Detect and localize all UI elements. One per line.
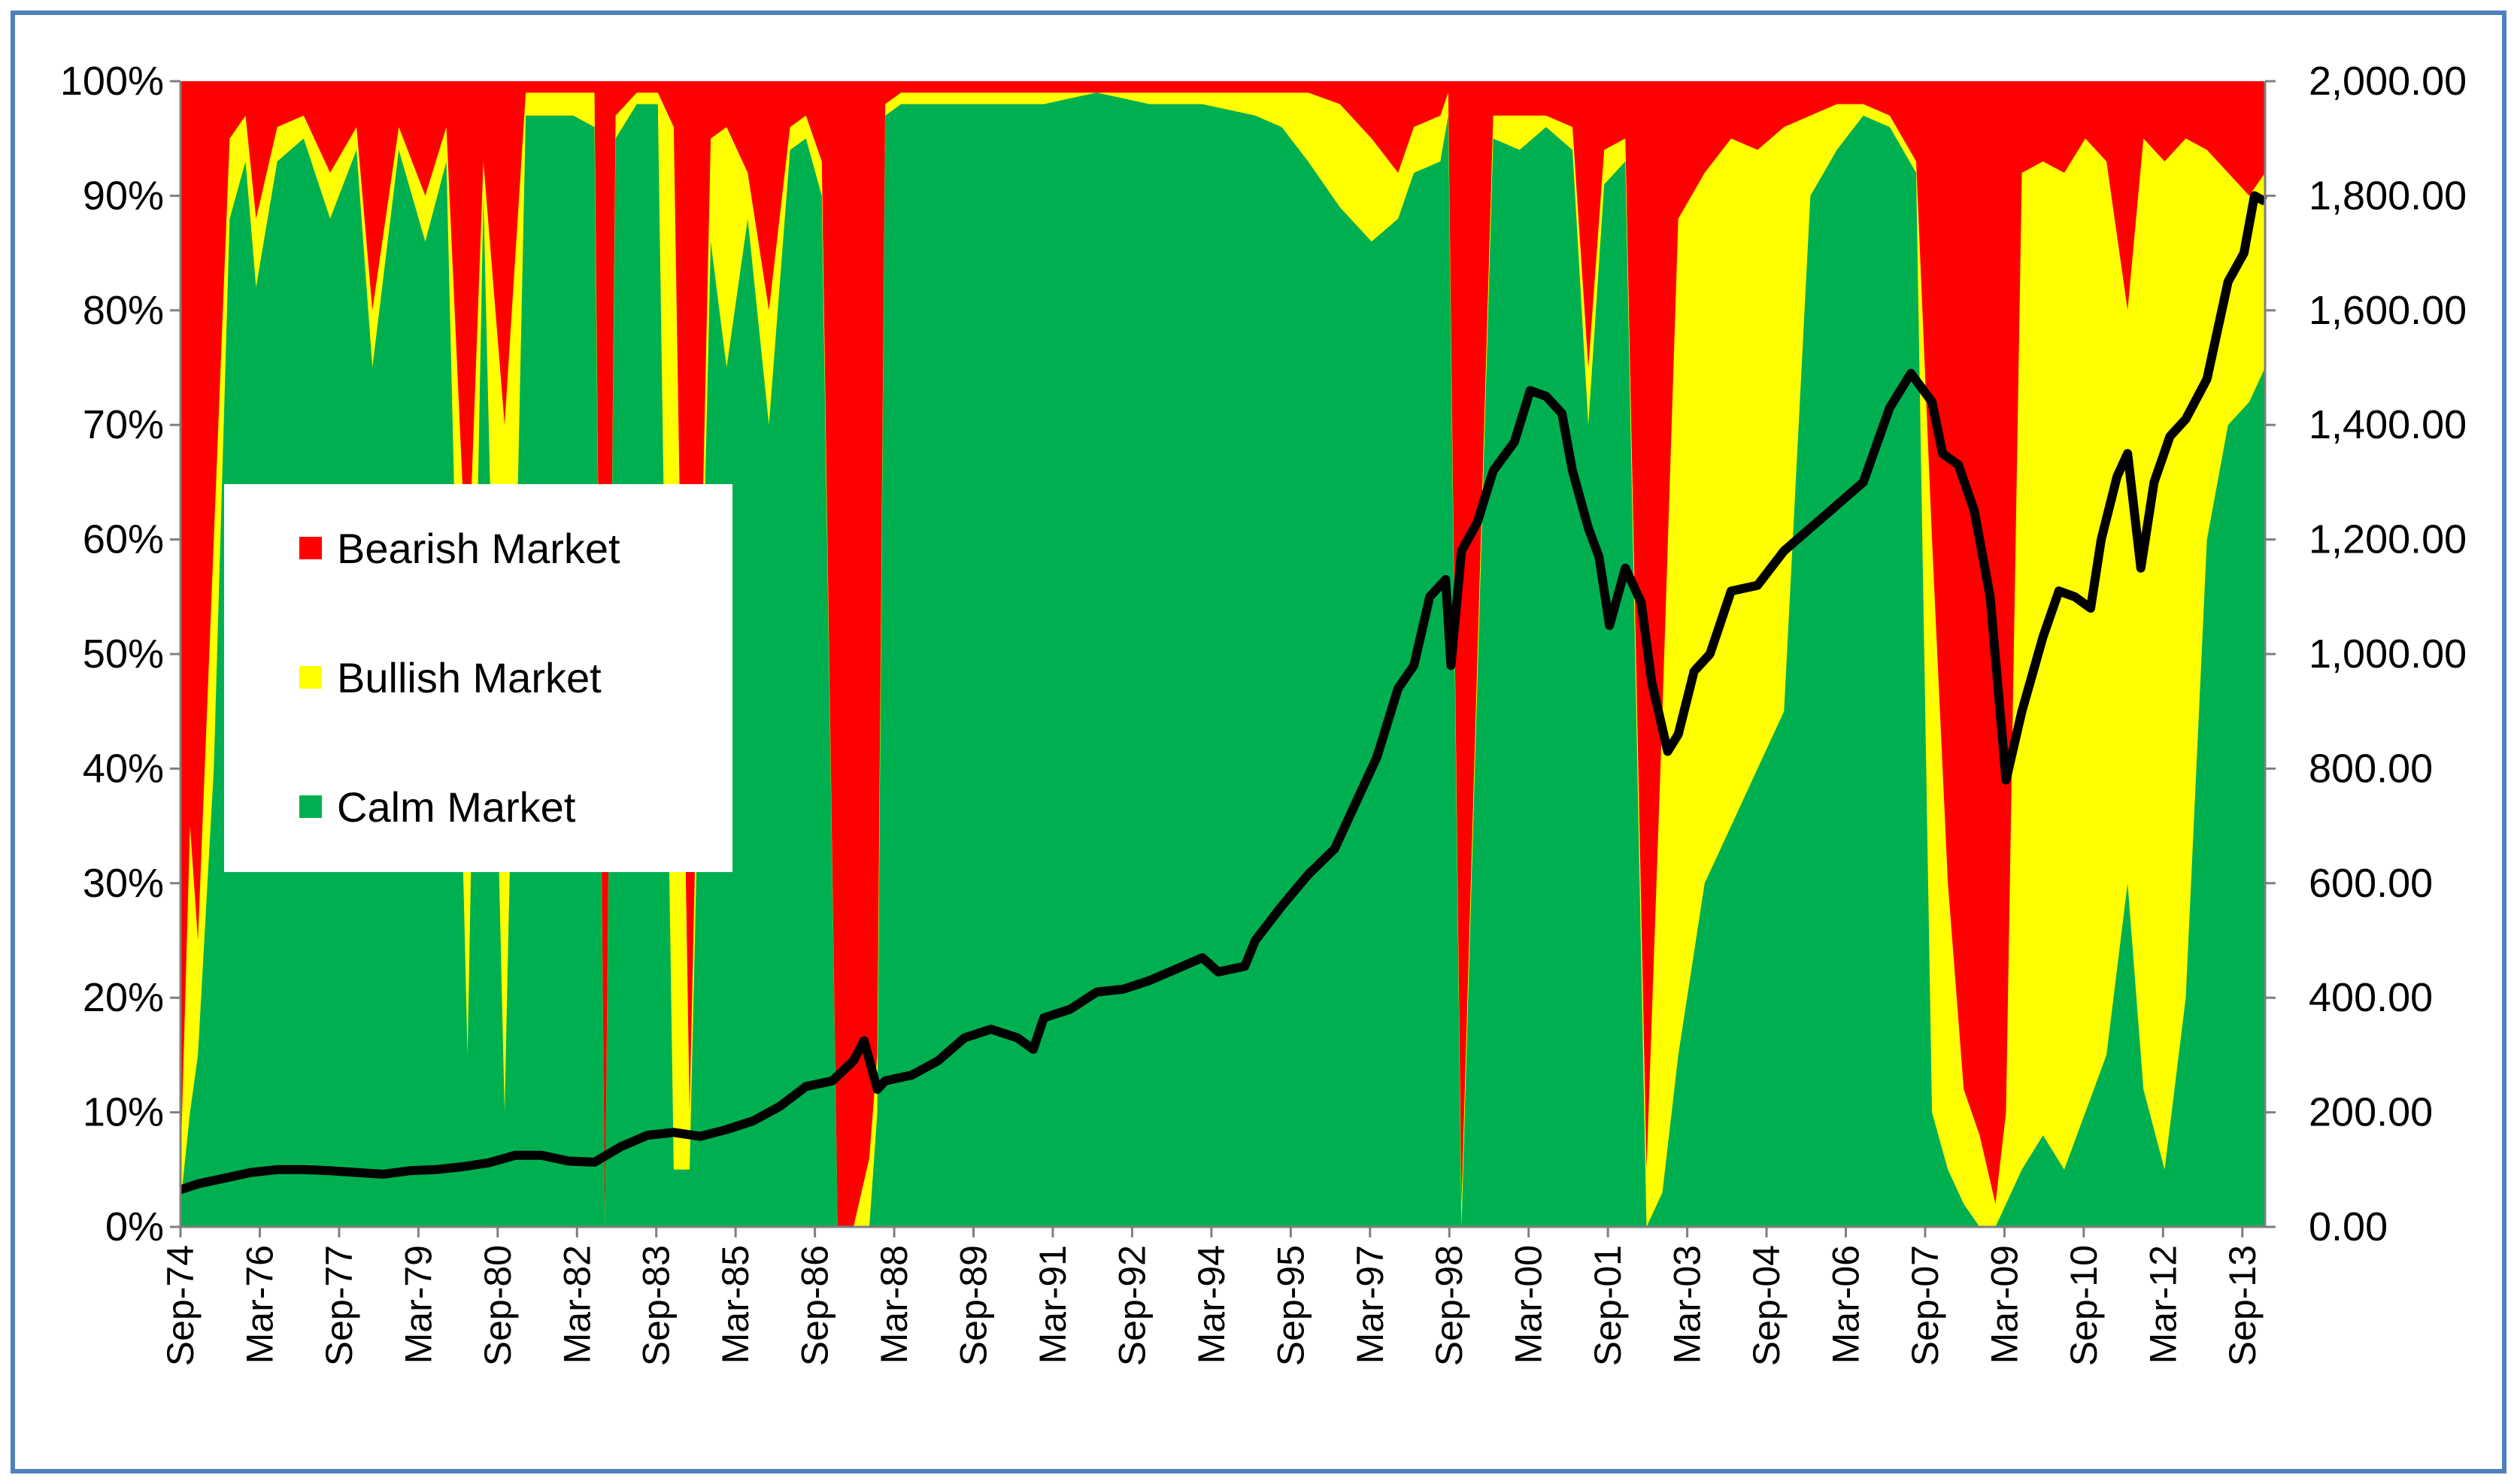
x-tick-label: Mar-06 [1825, 1245, 1867, 1364]
x-tick-label: Sep-95 [1269, 1245, 1312, 1366]
right-tick-label: 1,600.00 [2309, 288, 2467, 333]
legend-swatch-bullish [299, 666, 322, 689]
x-tick-label: Mar-09 [1983, 1245, 2025, 1364]
legend-label-calm: Calm Market [337, 783, 576, 831]
x-tick-label: Sep-89 [953, 1245, 995, 1366]
x-tick-label: Mar-12 [2142, 1245, 2184, 1364]
right-tick-label: 1,400.00 [2309, 402, 2467, 447]
legend-item-bearish: Bearish Market [299, 522, 620, 574]
x-tick-label: Sep-92 [1111, 1245, 1153, 1366]
x-tick-label: Mar-79 [397, 1245, 439, 1364]
x-tick-label: Sep-80 [477, 1245, 519, 1366]
x-tick-label: Sep-10 [2063, 1245, 2105, 1366]
left-tick-label: 70% [83, 402, 164, 447]
left-tick-label: 20% [83, 975, 164, 1020]
left-axis: 0% 10% 20% 30% 40% 50% 60% 70% 80% 90% 100% [60, 59, 180, 1249]
right-tick-label: 800.00 [2309, 746, 2433, 791]
x-tick-label: Mar-88 [873, 1245, 915, 1364]
left-tick-label: 90% [83, 173, 164, 218]
legend-label-bullish: Bullish Market [337, 653, 602, 701]
right-tick-label: 1,200.00 [2309, 517, 2467, 562]
x-tick-label: Mar-03 [1666, 1245, 1709, 1364]
x-tick-label: Sep-98 [1428, 1245, 1470, 1366]
right-tick-label: 200.00 [2309, 1090, 2433, 1135]
right-tick-label: 1,800.00 [2309, 173, 2467, 218]
legend-label-bearish: Bearish Market [337, 524, 620, 572]
left-tick-label: 50% [83, 631, 164, 677]
x-tick-label: Sep-01 [1587, 1245, 1629, 1366]
x-tick-label: Mar-76 [238, 1245, 281, 1364]
right-tick-label: 0.00 [2309, 1204, 2388, 1249]
left-tick-label: 0% [105, 1204, 164, 1249]
x-tick-label: Sep-04 [1745, 1245, 1788, 1366]
x-tick-label: Mar-97 [1349, 1245, 1391, 1364]
legend-swatch-bearish [299, 537, 322, 559]
x-tick-label: Mar-82 [556, 1245, 598, 1364]
left-tick-label: 30% [83, 861, 164, 906]
left-tick-label: 60% [83, 517, 164, 562]
plot-area [179, 81, 2267, 1228]
x-tick-label: Sep-77 [318, 1245, 360, 1366]
legend-swatch-calm [299, 795, 322, 818]
area-calm-market [180, 92, 2265, 1228]
right-tick-label: 1,000.00 [2309, 631, 2467, 677]
right-tick-label: 600.00 [2309, 861, 2433, 906]
x-tick-label: Mar-85 [714, 1245, 757, 1364]
right-tick-label: 400.00 [2309, 975, 2433, 1020]
right-tick-label: 2,000.00 [2309, 59, 2467, 104]
left-tick-label: 10% [83, 1090, 164, 1135]
left-tick-label: 40% [83, 746, 164, 791]
x-tick-label: Sep-83 [635, 1245, 678, 1366]
x-tick-label: Sep-86 [794, 1245, 836, 1366]
x-tick-label: Sep-74 [159, 1245, 202, 1366]
x-tick-label: Mar-00 [1508, 1245, 1550, 1364]
x-tick-label: Mar-91 [1032, 1245, 1074, 1364]
legend-item-calm: Calm Market [299, 780, 575, 833]
x-tick-label: Mar-94 [1190, 1245, 1233, 1364]
legend-item-bullish: Bullish Market [299, 651, 602, 704]
legend: Bearish Market Bullish Market Calm Marke… [224, 484, 732, 872]
x-tick-label: Sep-13 [2221, 1245, 2264, 1366]
x-axis: Sep-74 Mar-76 Sep-77 Mar-79 Sep-80 Mar-82 Sep-… [159, 1227, 2264, 1366]
left-tick-label: 100% [60, 59, 164, 104]
left-tick-label: 80% [83, 288, 164, 333]
right-axis: 0.00 200.00 400.00 600.00 800.00 1,000.00 1,20… [2265, 59, 2467, 1249]
x-tick-label: Sep-07 [1904, 1245, 1946, 1366]
index-line [179, 191, 2267, 1195]
